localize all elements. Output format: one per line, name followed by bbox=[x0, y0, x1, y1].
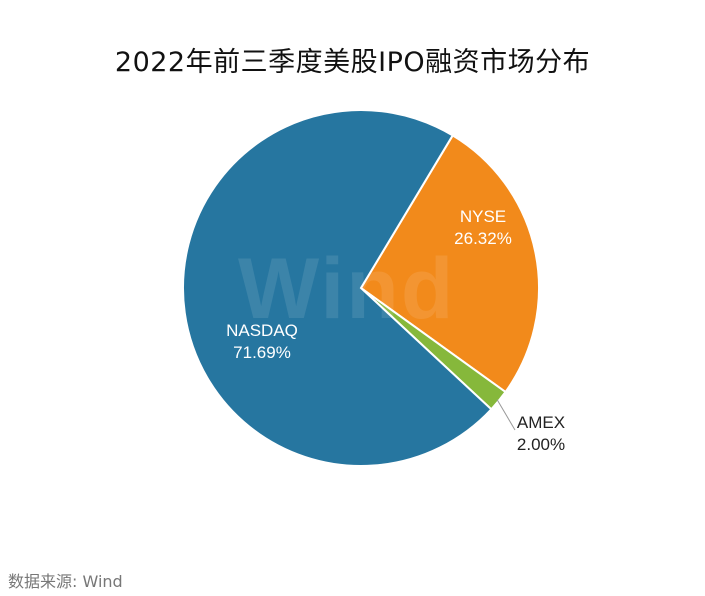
pie-labels: NYSE 26.32% AMEX 2.00% NASDAQ 71.69% bbox=[226, 207, 565, 454]
pie-slices bbox=[182, 109, 540, 467]
slice-value-label-nyse: 26.32% bbox=[454, 229, 512, 248]
slice-name-label-amex: AMEX bbox=[517, 413, 565, 432]
leader-line-amex bbox=[496, 399, 516, 431]
pie-slice-nasdaq bbox=[182, 109, 493, 467]
source-note: 数据来源: Wind bbox=[8, 572, 123, 591]
slice-name-label-nyse: NYSE bbox=[460, 207, 506, 226]
slice-value-label-amex: 2.00% bbox=[517, 435, 565, 454]
slice-name-label-nasdaq: NASDAQ bbox=[226, 321, 298, 340]
slice-value-label-nasdaq: 71.69% bbox=[233, 343, 291, 362]
chart-title: 2022年前三季度美股IPO融资市场分布 bbox=[114, 47, 591, 78]
pie-slice-nyse bbox=[359, 134, 540, 394]
